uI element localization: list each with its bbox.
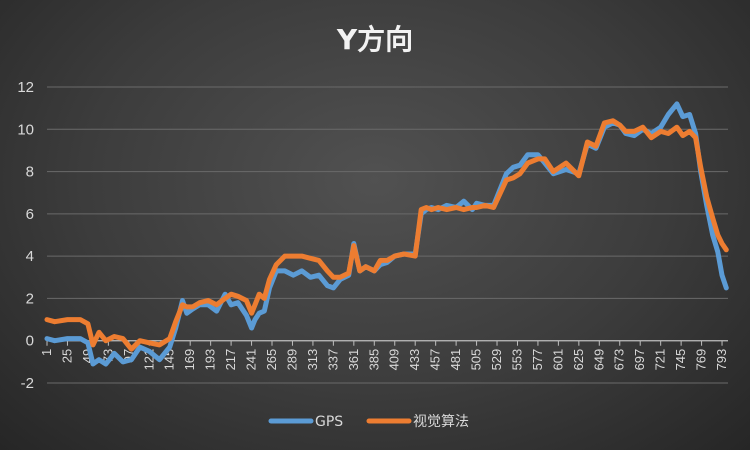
y-tick-label: 6 — [26, 206, 34, 223]
y-tick-label: -2 — [21, 375, 34, 392]
series-lines — [44, 101, 729, 367]
x-tick-label: 25 — [59, 349, 74, 363]
gridlines — [47, 86, 728, 384]
x-tick-label: 625 — [571, 349, 586, 371]
x-tick-label: 577 — [530, 349, 545, 371]
y-tick-label: 2 — [26, 290, 34, 307]
x-tick-label: 529 — [489, 349, 504, 371]
x-tick-label: 169 — [182, 349, 197, 371]
x-tick-label: 649 — [591, 349, 606, 371]
x-tick-label: 481 — [448, 349, 463, 371]
x-tick-label: 313 — [305, 349, 320, 371]
x-tick-label: 697 — [632, 349, 647, 371]
y-axis-ticks: -2 0 2 4 6 8 10 12 — [17, 79, 34, 392]
x-tick-label: 361 — [346, 349, 361, 371]
chart-title: Y方向 — [336, 23, 413, 56]
x-tick-label: 457 — [428, 349, 443, 371]
x-tick-label: 673 — [612, 349, 627, 371]
x-tick-label: 385 — [366, 349, 381, 371]
x-tick-label: 745 — [673, 349, 688, 371]
x-tick-label: 265 — [264, 349, 279, 371]
x-axis-ticks: 1 25 49 73 97 121 145 169 193 217 241 265 289 313 337 3… — [39, 340, 729, 371]
x-tick-label: 769 — [694, 349, 709, 371]
x-tick-label: 289 — [284, 349, 299, 371]
x-tick-label: 505 — [469, 349, 484, 371]
y-tick-label: 10 — [17, 121, 34, 138]
series-line-vision — [44, 118, 729, 352]
x-tick-label: 601 — [550, 349, 565, 371]
x-tick-label: 1 — [39, 349, 54, 356]
y-tick-label: 0 — [26, 333, 34, 350]
x-tick-label: 217 — [223, 349, 238, 371]
y-tick-label: 8 — [26, 164, 34, 181]
x-tick-label: 241 — [244, 349, 259, 371]
legend-label: 视觉算法 — [413, 414, 469, 430]
series-line-gps — [44, 101, 729, 367]
legend: GPS 视觉算法 — [268, 414, 469, 430]
y-tick-label: 4 — [26, 248, 34, 265]
x-tick-label: 553 — [509, 349, 524, 371]
x-tick-label: 409 — [387, 349, 402, 371]
x-tick-label: 433 — [407, 349, 422, 371]
x-tick-label: 793 — [714, 349, 729, 371]
x-tick-label: 721 — [653, 349, 668, 371]
x-tick-label: 193 — [203, 349, 218, 371]
x-tick-label: 337 — [325, 349, 340, 371]
y-tick-label: 12 — [17, 79, 34, 96]
legend-label: GPS — [315, 414, 343, 430]
